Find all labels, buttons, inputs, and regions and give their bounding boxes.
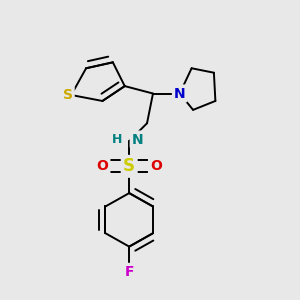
Text: N: N [132, 133, 143, 147]
Text: O: O [150, 159, 162, 173]
Text: F: F [124, 265, 134, 279]
Text: N: N [174, 86, 185, 100]
Text: S: S [63, 88, 73, 102]
Text: S: S [123, 157, 135, 175]
Text: H: H [112, 133, 122, 146]
Text: O: O [97, 159, 108, 173]
